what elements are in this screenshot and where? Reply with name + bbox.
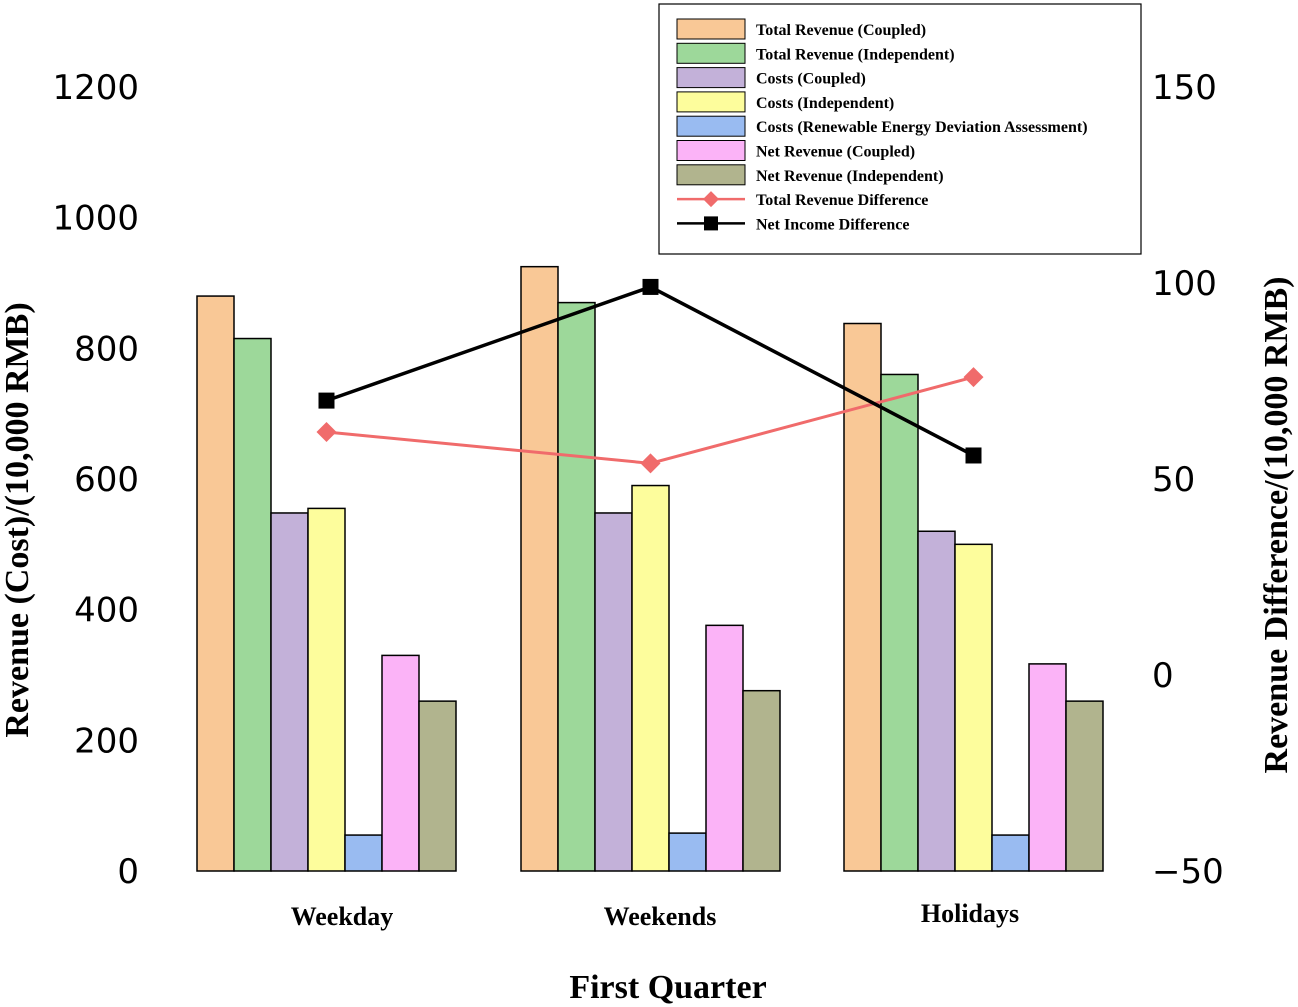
x-axis-title: First Quarter bbox=[569, 969, 766, 1006]
bar-costs-coupled-holidays bbox=[917, 530, 956, 872]
bar-net-revenue-independent-holidays bbox=[1065, 700, 1104, 872]
legend-label-total-revenue-difference: Total Revenue Difference bbox=[756, 192, 928, 209]
bar-net-revenue-coupled-weekends bbox=[705, 624, 744, 872]
bar-net-revenue-independent-weekday bbox=[418, 700, 457, 872]
bar-total-revenue-coupled-weekends bbox=[520, 265, 559, 872]
bar-costs-coupled-weekends bbox=[594, 512, 633, 872]
bar-costs-renewable-energy-deviation-assessment-holidays bbox=[991, 834, 1030, 872]
legend-label-net-revenue-coupled: Net Revenue (Coupled) bbox=[756, 144, 915, 161]
category-label-holidays: Holidays bbox=[921, 899, 1019, 928]
right-tick-label: −50 bbox=[1152, 852, 1224, 892]
legend: Total Revenue (Coupled) Total Revenue (In… bbox=[658, 3, 1142, 255]
right-axis-ticks: −50 0 50 100 150 bbox=[1152, 68, 1224, 892]
left-tick-label: 1000 bbox=[52, 199, 139, 239]
bar-total-revenue-coupled-weekday bbox=[196, 295, 235, 872]
bar-net-revenue-coupled-weekday bbox=[381, 654, 420, 872]
bar-costs-independent-weekends bbox=[631, 484, 670, 872]
line-series-group bbox=[316, 278, 984, 474]
bar-total-revenue-independent-holidays bbox=[880, 373, 919, 872]
legend-marker-total-revenue-difference bbox=[703, 191, 719, 208]
category-label-weekday: Weekday bbox=[291, 902, 394, 931]
right-tick-label: 150 bbox=[1152, 68, 1217, 108]
bar-costs-independent-weekday bbox=[307, 507, 346, 872]
bar-costs-coupled-weekday bbox=[270, 512, 309, 872]
legend-label-net-income-difference: Net Income Difference bbox=[756, 216, 909, 233]
bar-costs-renewable-energy-deviation-assessment-weekends bbox=[668, 832, 707, 872]
left-tick-label: 600 bbox=[74, 460, 139, 500]
left-tick-label: 0 bbox=[117, 852, 139, 892]
legend-marker-net-income-difference bbox=[704, 216, 718, 231]
left-tick-label: 800 bbox=[74, 329, 139, 369]
bar-total-revenue-coupled-holidays bbox=[843, 322, 882, 872]
right-tick-label: 50 bbox=[1152, 460, 1195, 500]
right-tick-label: 0 bbox=[1152, 656, 1174, 696]
left-axis-ticks: 0 200 400 600 800 1000 1200 bbox=[52, 68, 139, 892]
marker-net-income-difference-holidays bbox=[965, 447, 982, 464]
legend-swatch-costs-independent bbox=[676, 91, 746, 113]
legend-swatch-total-revenue-coupled bbox=[676, 18, 746, 40]
marker-net-income-difference-weekday bbox=[318, 392, 335, 409]
legend-swatch-costs-coupled bbox=[676, 67, 746, 89]
bar-costs-renewable-energy-deviation-assessment-weekday bbox=[344, 834, 383, 872]
legend-label-net-revenue-independent: Net Revenue (Independent) bbox=[756, 168, 944, 185]
legend-label-total-revenue-independent: Total Revenue (Independent) bbox=[756, 46, 955, 63]
category-label-weekends: Weekends bbox=[604, 902, 717, 931]
left-tick-label: 200 bbox=[74, 721, 139, 761]
marker-net-income-difference-weekends bbox=[642, 278, 659, 295]
bar-costs-independent-holidays bbox=[954, 543, 993, 872]
bar-total-revenue-independent-weekends bbox=[557, 301, 596, 872]
y-axis-title-left: Revenue (Cost)/(10,000 RMB) bbox=[0, 302, 36, 737]
bar-net-revenue-coupled-holidays bbox=[1028, 663, 1067, 872]
y-axis-title-right: Revenue Difference/(10,000 RMB) bbox=[1258, 277, 1295, 774]
legend-label-total-revenue-coupled: Total Revenue (Coupled) bbox=[756, 22, 926, 39]
bar-series-group bbox=[196, 265, 1104, 872]
legend-swatch-total-revenue-independent bbox=[676, 42, 746, 64]
right-tick-label: 100 bbox=[1152, 264, 1217, 304]
left-tick-label: 400 bbox=[74, 591, 139, 631]
legend-label-costs-independent: Costs (Independent) bbox=[756, 95, 894, 112]
category-labels: Weekday Weekends Holidays bbox=[291, 899, 1019, 931]
bar-net-revenue-independent-weekends bbox=[742, 689, 781, 872]
legend-label-costs-renewable-energy-deviation-assessment: Costs (Renewable Energy Deviation Assess… bbox=[756, 119, 1088, 136]
left-tick-label: 1200 bbox=[52, 68, 139, 108]
marker-total-revenue-difference-weekday bbox=[316, 421, 337, 442]
bar-total-revenue-independent-weekday bbox=[233, 337, 272, 872]
marker-total-revenue-difference-holidays bbox=[963, 367, 984, 388]
legend-label-costs-coupled: Costs (Coupled) bbox=[756, 71, 866, 88]
marker-total-revenue-difference-weekends bbox=[640, 453, 661, 474]
legend-swatch-net-revenue-coupled bbox=[676, 140, 746, 161]
legend-swatch-net-revenue-independent bbox=[676, 164, 746, 186]
legend-swatch-costs-renewable-energy-deviation-assessment bbox=[676, 115, 746, 137]
